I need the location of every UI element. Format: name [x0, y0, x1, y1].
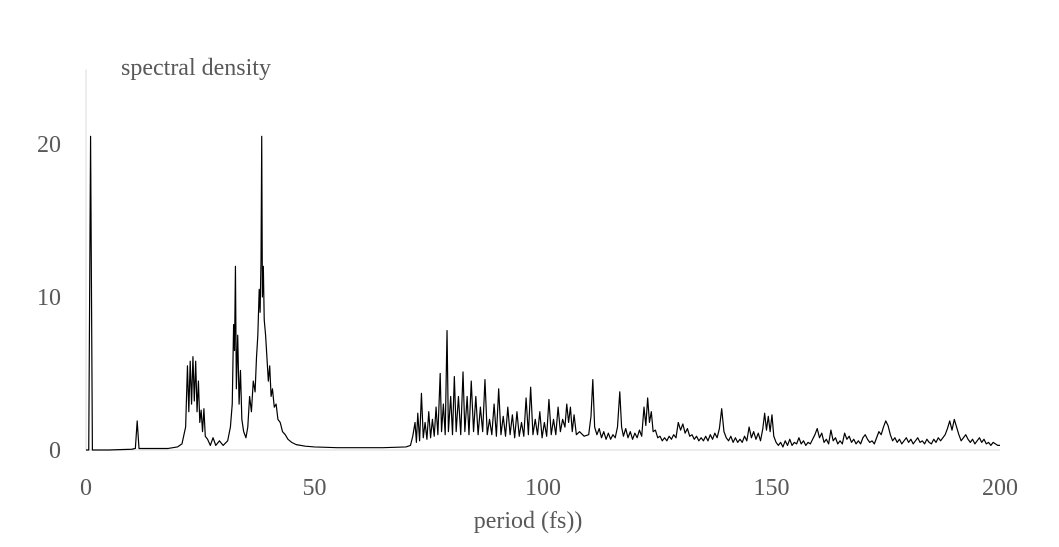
- y-tick-label: 10: [37, 285, 61, 311]
- spectral-density-line: [86, 135, 1000, 451]
- x-tick-label: 50: [303, 475, 327, 501]
- axes: [85, 69, 1000, 451]
- x-axis-label: period (fs)): [474, 508, 583, 534]
- x-tick-label: 0: [80, 475, 92, 501]
- tick-labels: 0 50 100 150 200 0 10 20: [37, 132, 1018, 501]
- y-axis-label: spectral density: [121, 55, 271, 81]
- y-tick-label: 0: [49, 438, 61, 464]
- x-tick-label: 100: [525, 475, 561, 501]
- x-tick-label: 150: [754, 475, 790, 501]
- x-tick-label: 200: [982, 475, 1018, 501]
- series-layer: [86, 135, 1000, 451]
- y-tick-label: 20: [37, 132, 61, 158]
